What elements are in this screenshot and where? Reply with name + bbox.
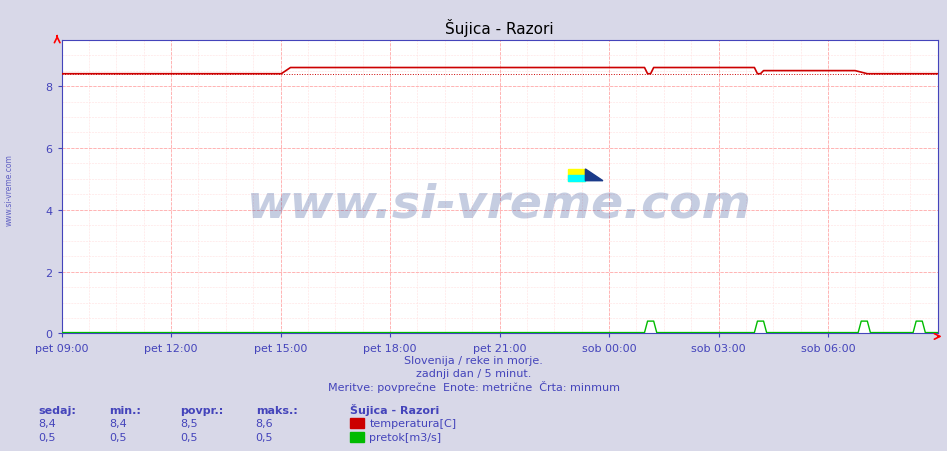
Text: povpr.:: povpr.: xyxy=(180,405,223,414)
FancyBboxPatch shape xyxy=(568,170,585,181)
Text: www.si-vreme.com: www.si-vreme.com xyxy=(247,182,752,227)
Text: 8,4: 8,4 xyxy=(38,418,56,428)
Text: maks.:: maks.: xyxy=(256,405,297,414)
Text: zadnji dan / 5 minut.: zadnji dan / 5 minut. xyxy=(416,368,531,378)
Text: 8,5: 8,5 xyxy=(180,418,198,428)
Title: Šujica - Razori: Šujica - Razori xyxy=(445,18,554,37)
Text: pretok[m3/s]: pretok[m3/s] xyxy=(369,432,441,442)
Text: www.si-vreme.com: www.si-vreme.com xyxy=(5,153,14,226)
Text: 8,6: 8,6 xyxy=(256,418,274,428)
Text: Meritve: povprečne  Enote: metrične  Črta: minmum: Meritve: povprečne Enote: metrične Črta:… xyxy=(328,380,619,392)
Text: Slovenija / reke in morje.: Slovenija / reke in morje. xyxy=(404,355,543,365)
Text: 0,5: 0,5 xyxy=(256,432,273,442)
Text: temperatura[C]: temperatura[C] xyxy=(369,418,456,428)
Text: 0,5: 0,5 xyxy=(180,432,197,442)
Text: 8,4: 8,4 xyxy=(109,418,127,428)
FancyBboxPatch shape xyxy=(568,175,585,181)
Text: min.:: min.: xyxy=(109,405,141,414)
Polygon shape xyxy=(585,170,603,181)
Text: Šujica - Razori: Šujica - Razori xyxy=(350,403,439,414)
Text: 0,5: 0,5 xyxy=(109,432,126,442)
Text: sedaj:: sedaj: xyxy=(38,405,76,414)
Text: 0,5: 0,5 xyxy=(38,432,55,442)
